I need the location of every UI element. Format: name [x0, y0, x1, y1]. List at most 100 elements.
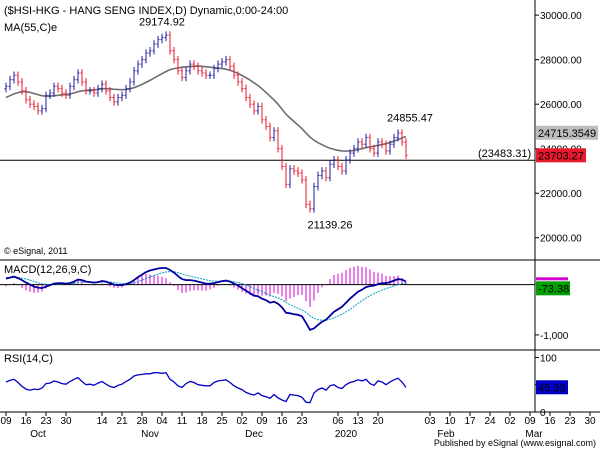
price-bar: [100, 80, 104, 93]
price-bar: [136, 60, 140, 75]
price-bar: [56, 82, 60, 93]
month-tick-label: 2020: [335, 429, 358, 440]
price-bar: [44, 91, 48, 113]
price-tick-label: 30000.00: [540, 11, 582, 22]
price-bar: [400, 129, 404, 146]
rsi-tick-label: 100: [540, 353, 557, 364]
price-bar: [212, 64, 216, 80]
ma-value-tag: 24715.3549: [538, 128, 596, 140]
price-bar: [208, 71, 212, 80]
price-bar: [324, 167, 328, 182]
macd-signal-line: [6, 271, 407, 321]
price-bar: [344, 156, 348, 175]
price-bar: [108, 87, 112, 102]
price-bar: [232, 62, 236, 80]
price-bar: [204, 69, 208, 80]
price-bar: [380, 138, 384, 149]
price-bar: [36, 102, 40, 115]
price-bar: [168, 31, 172, 55]
price-annotation: 21139.26: [307, 219, 352, 231]
day-tick-label: 24: [484, 416, 496, 427]
price-bar: [84, 78, 88, 95]
time-axis-panel: 09 16 23 30 14 21 28 04 11 18 25 02 09 16 23 06 13 20 03 10…: [0, 412, 596, 440]
price-bar: [276, 127, 280, 153]
price-bar: [120, 91, 124, 102]
day-tick-label: 28: [136, 416, 148, 427]
price-bar: [220, 58, 224, 68]
price-bar: [260, 102, 264, 124]
price-bar: [160, 33, 164, 44]
month-tick-label: Dec: [245, 429, 263, 440]
price-bar: [4, 82, 8, 93]
price-bar: [196, 62, 200, 75]
price-bar: [360, 138, 364, 149]
price-bar: [308, 200, 312, 213]
price-bar: [28, 95, 32, 108]
price-bar: [224, 55, 228, 66]
price-bar: [104, 80, 108, 95]
price-bar: [64, 89, 68, 100]
day-tick-label: 09: [256, 416, 268, 427]
day-tick-label: 16: [544, 416, 556, 427]
price-tick-label: 28000.00: [540, 56, 582, 67]
price-bar: [32, 100, 36, 111]
day-tick-label: 06: [332, 416, 344, 427]
day-tick-label: 03: [424, 416, 436, 427]
day-tick-label: 16: [20, 416, 32, 427]
price-bar: [8, 75, 12, 91]
month-tick-label: Oct: [30, 429, 46, 440]
price-bar: [388, 140, 392, 155]
macd-hist-tag: [536, 277, 568, 281]
day-tick-label: 25: [216, 416, 228, 427]
price-bar: [256, 102, 260, 115]
price-bar: [176, 55, 180, 75]
price-bar: [364, 133, 368, 149]
price-bar: [148, 46, 152, 57]
price-bar: [316, 171, 320, 191]
day-tick-label: 20: [372, 416, 384, 427]
price-tick-label: 20000.00: [540, 234, 582, 245]
price-bar: [332, 156, 336, 169]
price-bar: [164, 31, 168, 42]
price-bar: [216, 60, 220, 73]
price-bar: [68, 82, 72, 100]
price-bar: [60, 84, 64, 97]
day-tick-label: 30: [584, 416, 596, 427]
price-bar: [404, 138, 408, 160]
rsi-legend-label: RSI(14,C): [4, 353, 53, 365]
price-bar: [112, 93, 116, 106]
price-bar: [280, 144, 284, 171]
day-tick-label: 18: [196, 416, 208, 427]
macd-panel: -1,000 -73.38: [0, 265, 600, 351]
price-bar: [80, 69, 84, 86]
price-bar: [40, 104, 44, 115]
price-bar: [140, 55, 144, 68]
day-tick-label: 02: [504, 416, 516, 427]
price-bar: [88, 87, 92, 95]
price-bar: [48, 89, 52, 100]
price-bar: [304, 176, 308, 209]
price-bar: [152, 40, 156, 55]
price-bar: [392, 133, 396, 149]
price-bar: [240, 78, 244, 93]
price-bar: [396, 129, 400, 142]
day-tick-label: 23: [564, 416, 576, 427]
ma55-line: [5, 65, 407, 152]
price-bar: [368, 133, 372, 153]
day-tick-label: 02: [236, 416, 248, 427]
price-bar: [352, 144, 356, 157]
day-tick-label: 23: [296, 416, 308, 427]
rsi-value-tag-bg: [536, 380, 568, 395]
ma-value-tag-bg: [536, 125, 598, 140]
price-bar: [188, 60, 192, 75]
price-panel: 20000.0022000.0024000.0026000.0028000.00…: [0, 0, 600, 412]
price-bar: [252, 100, 256, 115]
price-tick-label: 26000.00: [540, 100, 582, 111]
price-bar: [244, 84, 248, 102]
price-bar: [72, 75, 76, 91]
price-bar: [200, 66, 204, 77]
watermark: © eSignal, 2011: [4, 246, 68, 256]
price-bar: [124, 84, 128, 100]
price-value-tag-bg: [536, 148, 586, 163]
